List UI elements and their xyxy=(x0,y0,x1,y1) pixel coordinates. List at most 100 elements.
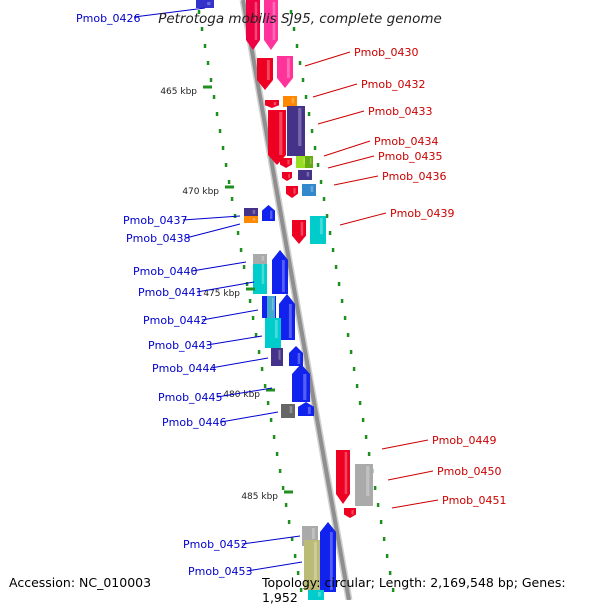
gene-label-forward[interactable]: Pmob_0441 xyxy=(138,286,203,299)
guide-dot-right xyxy=(355,384,359,388)
guide-dot-right xyxy=(292,27,296,31)
gene-arrow xyxy=(308,590,324,600)
gene-arrow xyxy=(292,220,306,244)
gene-label-forward[interactable]: Pmob_0442 xyxy=(143,314,208,327)
gene-arrow xyxy=(257,58,273,90)
leader-line xyxy=(210,357,269,369)
gene-label-forward[interactable]: Pmob_0446 xyxy=(162,416,227,429)
guide-dot-right xyxy=(391,588,395,592)
gene-label-reverse[interactable]: Pmob_0430 xyxy=(354,46,419,59)
gene-arrow xyxy=(298,170,312,180)
gene-label-reverse[interactable]: Pmob_0449 xyxy=(432,434,497,447)
gene-arrow xyxy=(282,172,292,181)
tick-label: 475 kbp xyxy=(203,289,240,299)
tick-label: 485 kbp xyxy=(241,492,278,502)
topology-text: Topology: circular; Length: 2,169,548 bp… xyxy=(262,575,566,605)
guide-dot-right xyxy=(322,197,326,201)
guide-dot-right xyxy=(346,333,350,337)
gene-label-forward[interactable]: Pmob_0437 xyxy=(123,214,188,227)
guide-dot-left xyxy=(215,112,219,116)
guide-dot-left xyxy=(221,146,225,150)
leader-line xyxy=(333,175,379,186)
leader-line xyxy=(339,212,387,226)
gene-label-forward[interactable]: Pmob_0445 xyxy=(158,391,223,404)
gene-label-forward[interactable]: Pmob_0440 xyxy=(133,265,198,278)
gene-arrow xyxy=(267,296,275,318)
guide-dot-left xyxy=(296,571,300,575)
gene-arrow xyxy=(265,100,279,108)
gene-label-reverse[interactable]: Pmob_0436 xyxy=(382,170,447,183)
leader-line xyxy=(201,309,259,321)
guide-dot-left xyxy=(260,367,264,371)
guide-dot-left xyxy=(254,333,258,337)
guide-dot-right xyxy=(334,265,338,269)
gene-label-reverse[interactable]: Pmob_0433 xyxy=(368,105,433,118)
leader-line xyxy=(182,215,241,221)
guide-dot-right xyxy=(349,350,353,354)
gene-features xyxy=(196,0,373,600)
gene-label-forward[interactable]: Pmob_0443 xyxy=(148,339,213,352)
gene-label-forward[interactable]: Pmob_0438 xyxy=(126,232,191,245)
leader-line xyxy=(246,561,303,572)
gene-label-forward[interactable]: Pmob_0452 xyxy=(183,538,248,551)
tick-mark xyxy=(203,85,212,89)
guide-dot-left xyxy=(248,299,252,303)
accession-text: Accession: NC_010003 xyxy=(9,575,152,590)
guide-dot-right xyxy=(307,112,311,116)
guide-dot-right xyxy=(328,231,332,235)
guide-dot-right xyxy=(373,486,377,490)
gene-arrow xyxy=(268,110,286,165)
gene-arrow xyxy=(283,96,297,107)
map-title: Petrotoga mobilis SJ95, complete genome xyxy=(158,11,442,27)
guide-dot-left xyxy=(257,350,261,354)
gene-label-reverse[interactable]: Pmob_0451 xyxy=(442,494,507,507)
gene-label-forward[interactable]: Pmob_0426 xyxy=(76,12,141,25)
gene-label-reverse[interactable]: Pmob_0435 xyxy=(378,150,443,163)
guide-dot-right xyxy=(325,214,329,218)
guide-dot-right xyxy=(376,503,380,507)
leader-line xyxy=(241,535,301,545)
leader-line xyxy=(381,439,429,450)
guide-dot-left xyxy=(269,418,273,422)
leader-line xyxy=(323,140,371,157)
gene-arrow xyxy=(304,540,320,590)
gene-label-reverse[interactable]: Pmob_0434 xyxy=(374,135,439,148)
guide-dot-left xyxy=(200,27,204,31)
leader-line xyxy=(216,387,273,398)
gene-label-forward[interactable]: Pmob_0444 xyxy=(152,362,217,375)
leader-line xyxy=(196,281,255,293)
gene-label-reverse[interactable]: Pmob_0432 xyxy=(361,78,426,91)
gene-label-reverse[interactable]: Pmob_0450 xyxy=(437,465,502,478)
guide-dot-left xyxy=(209,78,213,82)
gene-arrow xyxy=(244,216,258,223)
guide-dot-right xyxy=(358,401,362,405)
genome-backbone xyxy=(241,0,351,600)
guide-dot-left xyxy=(206,61,210,65)
gene-arrow xyxy=(264,0,278,50)
guide-dot-right xyxy=(364,435,368,439)
leader-line xyxy=(191,261,247,272)
leader-line xyxy=(185,223,241,239)
guide-dot-left xyxy=(263,384,267,388)
gene-arrow xyxy=(279,294,295,340)
guide-dot-left xyxy=(281,486,285,490)
leader-line xyxy=(312,83,358,98)
guide-dot-left xyxy=(239,248,243,252)
gene-arrow xyxy=(302,184,316,196)
gene-arrow xyxy=(292,364,310,402)
gene-arrow xyxy=(280,158,292,168)
guide-dot-right xyxy=(295,44,299,48)
gene-arrow xyxy=(298,402,314,416)
track-guides xyxy=(197,10,395,592)
guide-dot-left xyxy=(293,554,297,558)
guide-dot-right xyxy=(298,61,302,65)
gene-arrow xyxy=(355,464,373,506)
guide-dot-left xyxy=(290,537,294,541)
gene-label-forward[interactable]: Pmob_0453 xyxy=(188,565,253,578)
guide-dot-right xyxy=(379,520,383,524)
guide-dot-right xyxy=(301,78,305,82)
gene-label-reverse[interactable]: Pmob_0439 xyxy=(390,207,455,220)
guide-dot-right xyxy=(316,163,320,167)
tick-label: 480 kbp xyxy=(223,390,260,400)
guide-dot-right xyxy=(289,10,293,14)
